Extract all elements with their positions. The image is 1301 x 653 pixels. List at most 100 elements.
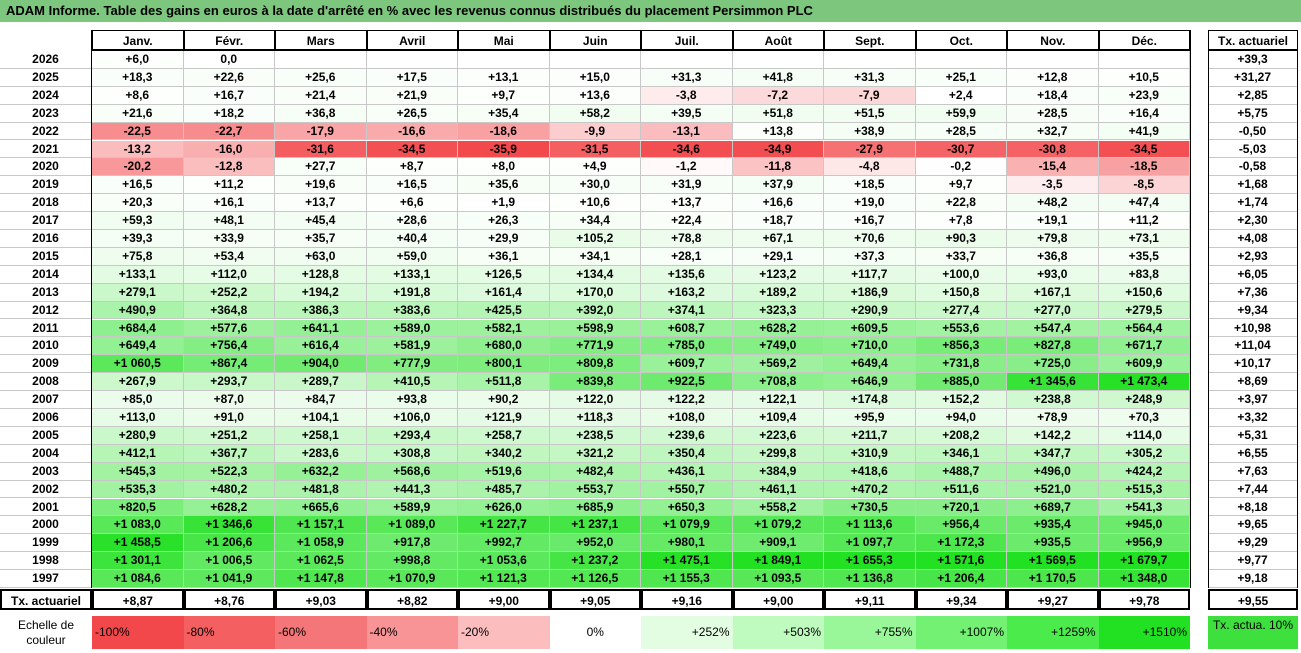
table-cell: +1 170,5	[1007, 570, 1099, 588]
table-cell: +550,7	[641, 480, 733, 499]
table-cell: +277,0	[1007, 301, 1099, 320]
table-cell: +27,7	[275, 158, 367, 177]
table-cell: +577,6	[183, 319, 275, 338]
year-label: 2025	[0, 68, 92, 87]
table-cell	[641, 51, 733, 69]
table-cell: -3,5	[1007, 176, 1099, 195]
table-cell: +680,0	[458, 337, 550, 356]
table-cell: +48,1	[183, 212, 275, 230]
table-cell: +321,2	[549, 444, 641, 463]
table-cell: +482,4	[549, 462, 641, 481]
table-cell: +238,8	[1007, 391, 1099, 409]
year-label: 2005	[0, 426, 92, 445]
table-cell: +820,5	[92, 498, 184, 517]
table-cell: +945,0	[1098, 516, 1190, 535]
table-cell: +21,9	[366, 86, 458, 105]
rate-cell: -0,58	[1208, 158, 1298, 177]
table-cell: +17,5	[366, 68, 458, 87]
table-cell: +26,5	[366, 104, 458, 123]
table-cell: +47,4	[1098, 194, 1190, 213]
table-cell: +11,2	[183, 176, 275, 195]
month-header-7: Juil.	[641, 30, 733, 51]
table-cell: +1 093,5	[732, 570, 824, 588]
rate-cell: +10,17	[1208, 355, 1298, 374]
rate-cell: +7,44	[1208, 480, 1298, 499]
table-cell: +1 237,1	[549, 516, 641, 535]
table-cell: +36,8	[1007, 247, 1099, 266]
table-cell: -13,2	[92, 140, 184, 159]
table-cell: +2,4	[915, 86, 1007, 105]
table-cell: +122,1	[732, 391, 824, 409]
table-cell: +519,6	[458, 462, 550, 481]
year-label: 2024	[0, 86, 92, 105]
table-cell: +481,8	[275, 480, 367, 499]
rate-cell: +9,65	[1208, 516, 1298, 535]
table-cell: +935,4	[1007, 516, 1099, 535]
table-cell: +1 155,3	[641, 570, 733, 588]
table-cell: +12,8	[1007, 68, 1099, 87]
table-cell: +126,5	[458, 265, 550, 284]
table-cell: +35,6	[458, 176, 550, 195]
rate-cell: +6,55	[1208, 444, 1298, 463]
table-cell: +1,9	[458, 194, 550, 213]
table-cell: +1 083,0	[92, 516, 184, 535]
table-cell: +293,4	[366, 426, 458, 445]
table-cell: -3,8	[641, 86, 733, 105]
table-cell: +628,2	[183, 498, 275, 517]
table-cell: +671,7	[1098, 337, 1190, 356]
table-cell: +425,5	[458, 301, 550, 320]
table-cell: -18,5	[1098, 158, 1190, 177]
table-cell: -34,5	[1098, 140, 1190, 159]
table-cell: +685,9	[549, 498, 641, 517]
table-cell: +299,8	[732, 444, 824, 463]
table-cell: +18,7	[732, 212, 824, 230]
table-cell: +628,2	[732, 319, 824, 338]
rate-cell: +7,36	[1208, 283, 1298, 302]
table-cell: +9,7	[458, 86, 550, 105]
year-label: 2018	[0, 194, 92, 213]
legend-step: +1510%	[1098, 616, 1190, 649]
table-cell: +535,3	[92, 480, 184, 499]
table-cell: +649,4	[824, 355, 916, 374]
table-cell: +11,2	[1098, 212, 1190, 230]
table-cell: +28,5	[1007, 104, 1099, 123]
table-cell: +170,0	[549, 283, 641, 302]
legend-label: Echelle de couleur	[17, 618, 75, 647]
table-cell: +470,2	[824, 480, 916, 499]
table-cell: +581,9	[366, 337, 458, 356]
table-cell: +1 053,6	[458, 552, 550, 571]
table-cell: +33,7	[915, 247, 1007, 266]
table-cell: +305,2	[1098, 444, 1190, 463]
table-cell: +1 060,5	[92, 355, 184, 374]
table-cell: +800,1	[458, 355, 550, 374]
table-cell: +35,4	[458, 104, 550, 123]
table-cell: +267,9	[92, 373, 184, 392]
table-cell: +386,3	[275, 301, 367, 320]
year-label: 2013	[0, 283, 92, 302]
frame-line	[1190, 30, 1191, 588]
table-cell: +1 655,3	[824, 552, 916, 571]
table-cell: +441,3	[366, 480, 458, 499]
table-cell: +251,2	[183, 426, 275, 445]
month-header-6: Juin	[549, 30, 641, 51]
table-cell	[275, 51, 367, 69]
table-cell: +35,5	[1098, 247, 1190, 266]
legend-rate-box: Tx. actua. 10%	[1208, 616, 1298, 649]
rate-cell: +9,18	[1208, 570, 1298, 588]
table-cell: +917,8	[366, 534, 458, 553]
year-label: 2002	[0, 480, 92, 499]
table-cell: +51,5	[824, 104, 916, 123]
table-cell: +568,6	[366, 462, 458, 481]
table-cell: +87,0	[183, 391, 275, 409]
rate-cell: +3,97	[1208, 391, 1298, 409]
table-cell: -1,2	[641, 158, 733, 177]
table-cell: +90,3	[915, 230, 1007, 248]
rate-cell: +10,98	[1208, 319, 1298, 338]
table-cell: +730,5	[824, 498, 916, 517]
table-cell: +18,3	[92, 68, 184, 87]
table-cell: +777,9	[366, 355, 458, 374]
year-label: 2009	[0, 355, 92, 374]
table-cell: +58,2	[549, 104, 641, 123]
table-cell: +105,2	[549, 230, 641, 248]
